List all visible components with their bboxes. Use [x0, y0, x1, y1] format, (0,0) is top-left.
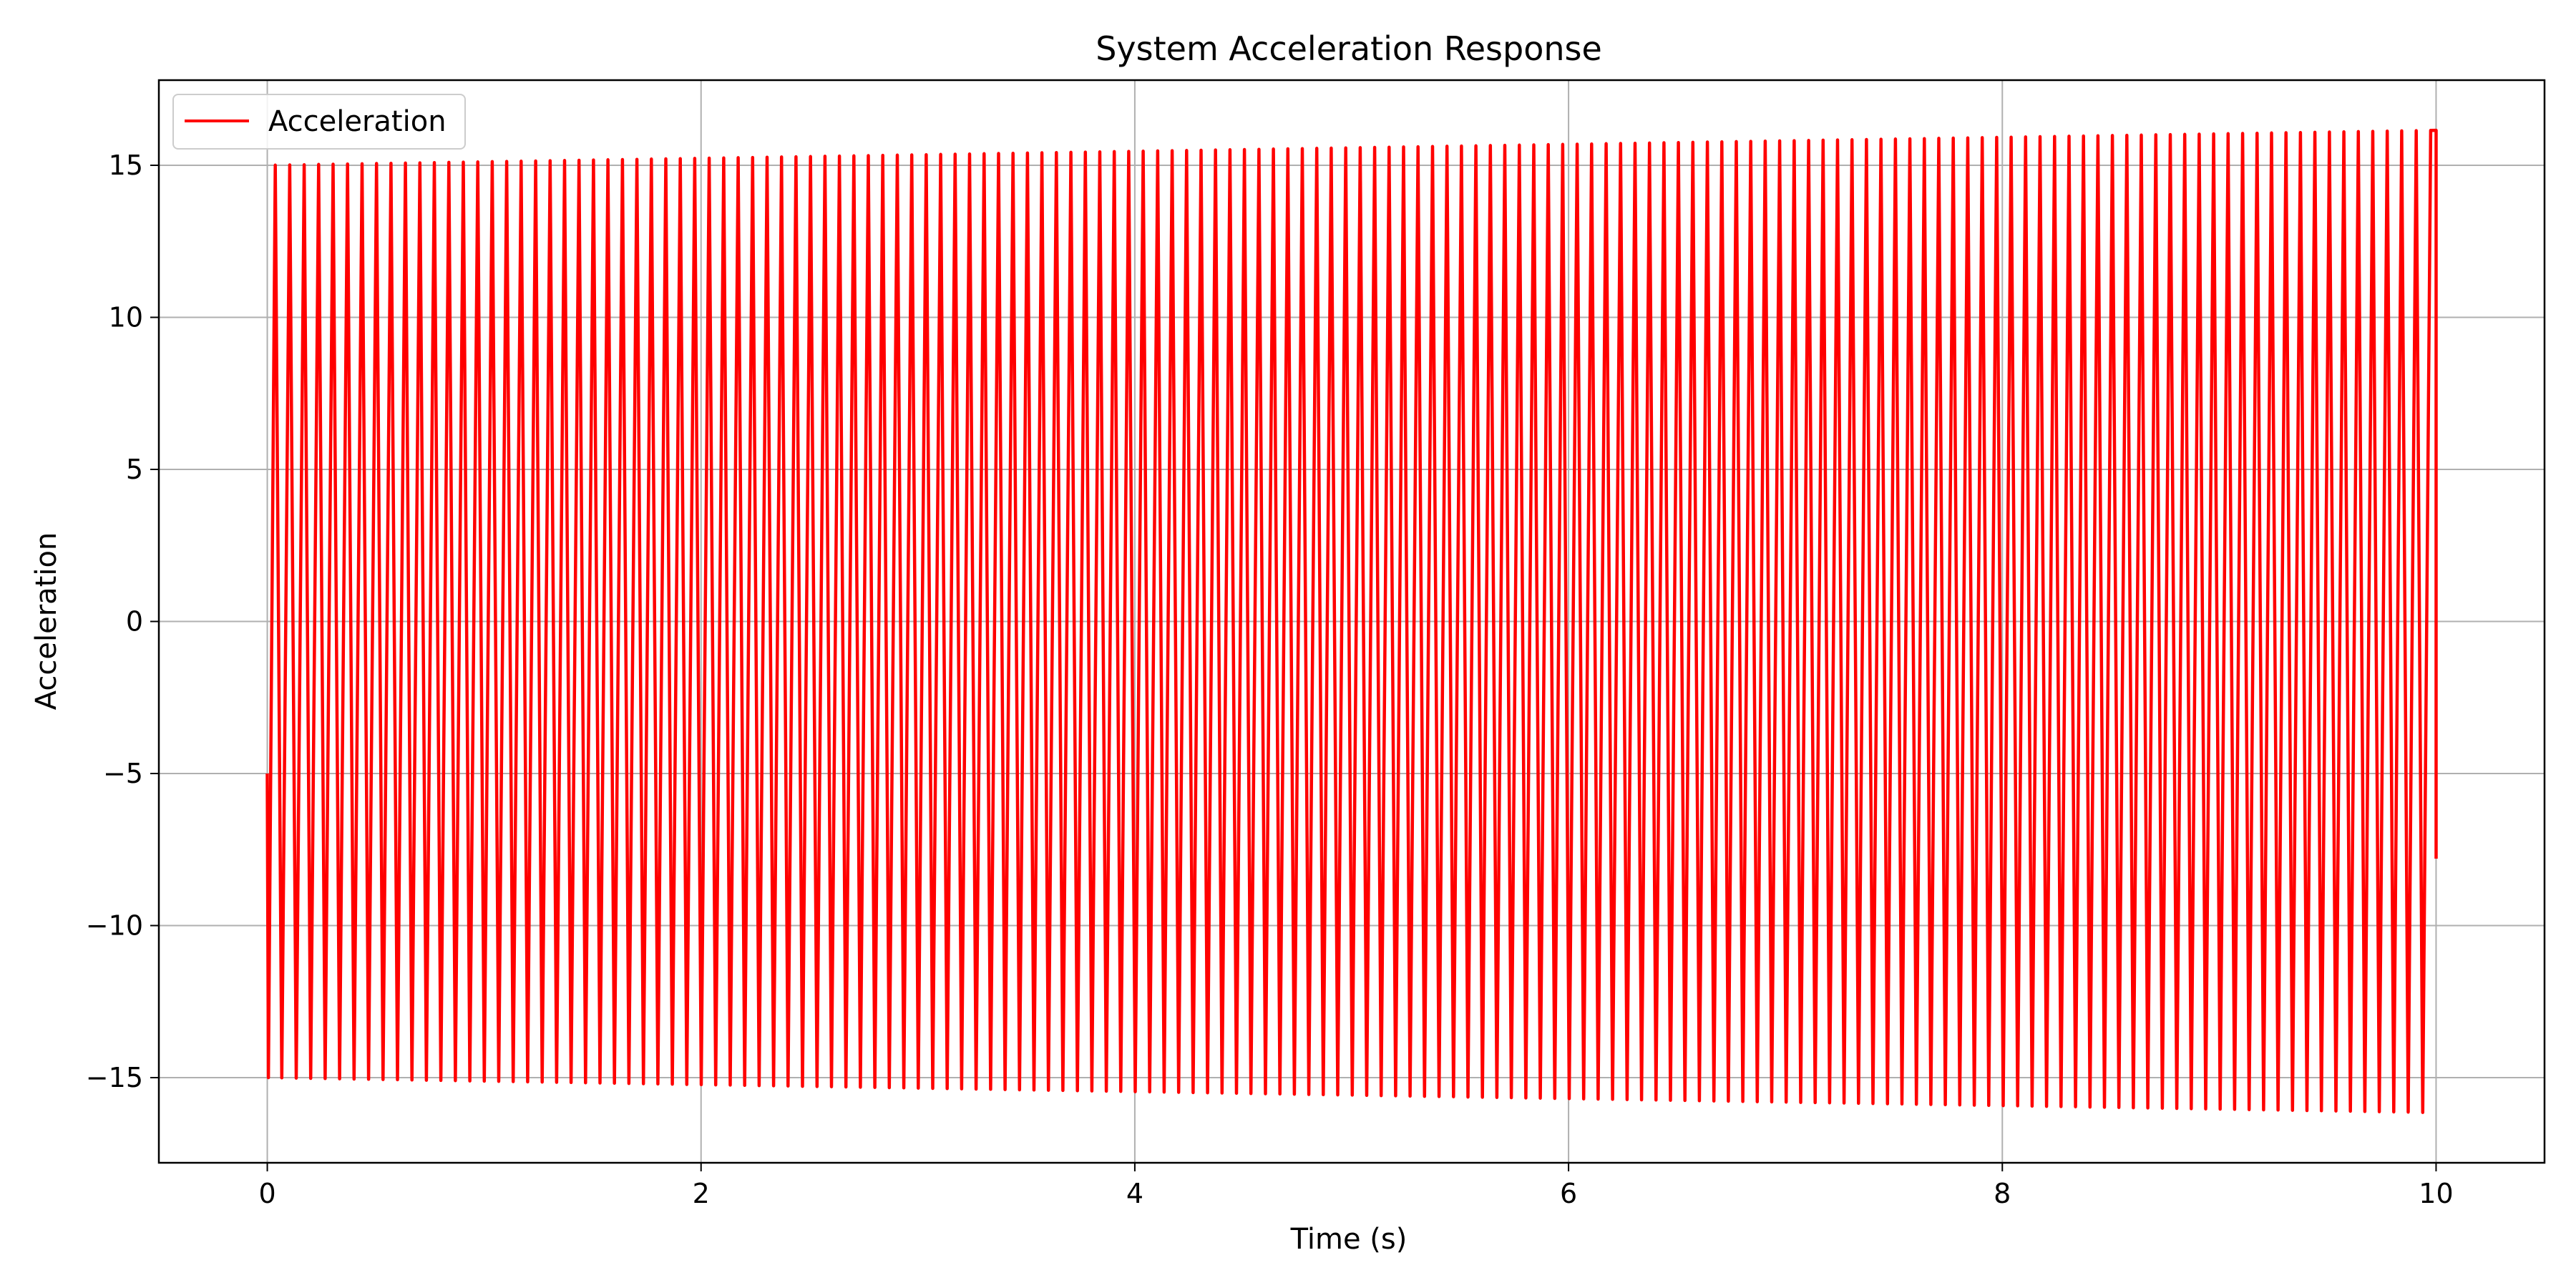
x-tick-label: 10 — [2419, 1178, 2453, 1209]
x-tick-label: 8 — [1994, 1178, 2011, 1209]
series-layer — [265, 128, 2438, 1114]
x-tick-label: 0 — [258, 1178, 275, 1209]
series-line-acceleration — [265, 128, 2438, 1114]
x-axis-ticks: 0 2 4 6 8 10 — [258, 1163, 2454, 1209]
y-axis-label: Acceleration — [30, 532, 63, 711]
x-axis-label: Time (s) — [1290, 1223, 1407, 1256]
chart-title: System Acceleration Response — [1096, 29, 1602, 68]
y-tick-label: −15 — [86, 1062, 143, 1093]
x-tick-label: 4 — [1126, 1178, 1143, 1209]
legend-label-acceleration: Acceleration — [268, 105, 447, 138]
y-tick-label: 5 — [126, 454, 143, 485]
legend: Acceleration — [172, 94, 466, 150]
legend-box — [172, 94, 466, 150]
y-tick-label: 0 — [126, 606, 143, 638]
x-tick-label: 2 — [693, 1178, 710, 1209]
y-tick-label: −10 — [86, 910, 143, 942]
y-axis-ticks: −15 −10 −5 0 5 10 15 — [86, 150, 159, 1093]
y-tick-label: −5 — [103, 758, 143, 789]
y-tick-label: 15 — [109, 150, 143, 181]
x-tick-label: 6 — [1560, 1178, 1577, 1209]
y-tick-label: 10 — [109, 302, 143, 333]
